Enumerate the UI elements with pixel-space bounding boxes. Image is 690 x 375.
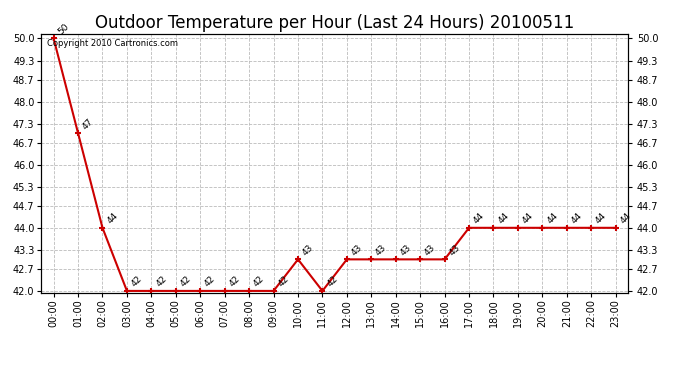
Text: 42: 42 <box>325 274 339 289</box>
Text: 43: 43 <box>423 243 437 257</box>
Text: 43: 43 <box>350 243 364 257</box>
Text: 42: 42 <box>179 274 193 289</box>
Text: 42: 42 <box>203 274 217 289</box>
Text: 44: 44 <box>521 211 535 226</box>
Text: 44: 44 <box>472 211 486 226</box>
Text: 42: 42 <box>130 274 144 289</box>
Text: 42: 42 <box>154 274 168 289</box>
Text: 47: 47 <box>81 117 95 131</box>
Text: 43: 43 <box>399 243 413 257</box>
Text: 50: 50 <box>57 22 71 36</box>
Text: 44: 44 <box>594 211 609 226</box>
Text: Copyright 2010 Cartronics.com: Copyright 2010 Cartronics.com <box>47 39 178 48</box>
Text: 42: 42 <box>228 274 242 289</box>
Text: 43: 43 <box>447 243 462 257</box>
Text: 42: 42 <box>252 274 266 289</box>
Text: 44: 44 <box>545 211 560 226</box>
Text: 44: 44 <box>569 211 584 226</box>
Text: 44: 44 <box>618 211 633 226</box>
Title: Outdoor Temperature per Hour (Last 24 Hours) 20100511: Outdoor Temperature per Hour (Last 24 Ho… <box>95 14 574 32</box>
Text: 44: 44 <box>496 211 511 226</box>
Text: 44: 44 <box>106 211 119 226</box>
Text: 42: 42 <box>276 274 290 289</box>
Text: 43: 43 <box>301 243 315 257</box>
Text: 43: 43 <box>374 243 388 257</box>
